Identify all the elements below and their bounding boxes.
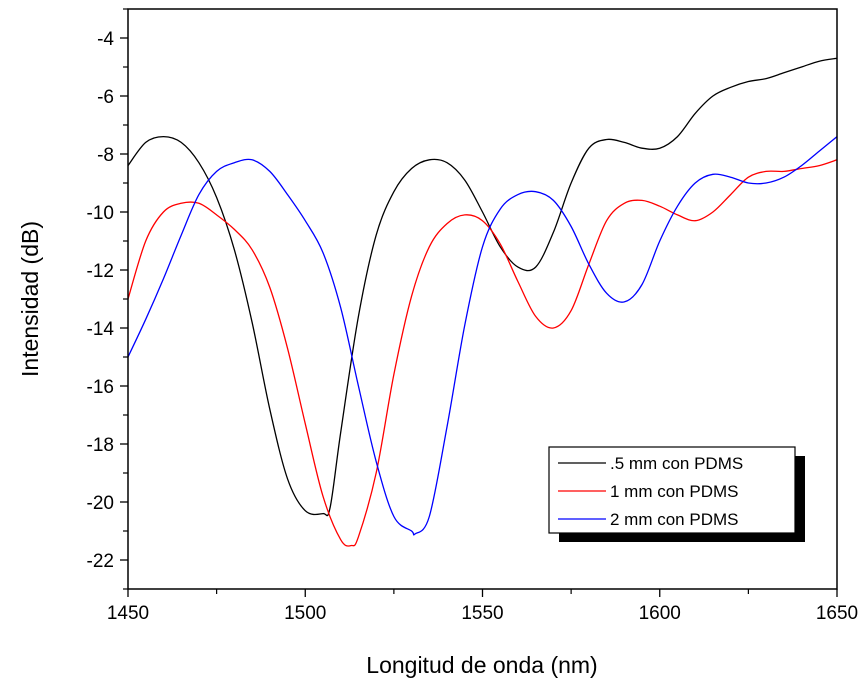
legend-label-2: 2 mm con PDMS: [610, 510, 738, 529]
x-tick-label: 1450: [107, 603, 149, 624]
y-tick-label: -20: [87, 493, 114, 514]
y-tick-label: -14: [87, 319, 115, 340]
legend: .5 mm con PDMS 1 mm con PDMS 2 mm con PDMS: [548, 446, 805, 542]
y-axis-title: Intensidad (dB): [17, 221, 43, 377]
y-tick-label: -22: [87, 551, 114, 572]
series-line-0: [128, 57, 837, 517]
legend-label-0: .5 mm con PDMS: [610, 454, 743, 473]
x-tick-label: 1550: [461, 603, 503, 624]
y-tick-label: -12: [87, 261, 114, 282]
y-tick-label: -8: [97, 145, 114, 166]
series-layer: [128, 57, 837, 547]
x-tick-label: 1600: [639, 603, 681, 624]
y-tick-label: -6: [97, 87, 114, 108]
y-axis: -4 -6 -8 -10 -12 -14 -16 -18 -20 -22: [87, 8, 128, 590]
x-tick-label: 1500: [284, 603, 326, 624]
y-tick-label: -18: [87, 435, 114, 456]
series-line-2: [128, 136, 837, 536]
x-axis-title: Longitud de onda (nm): [366, 652, 597, 678]
series-line-1: [128, 159, 837, 547]
y-tick-label: -16: [87, 377, 114, 398]
x-axis: 1450 1500 1550 1600 1650: [107, 589, 858, 624]
x-tick-label: 1650: [816, 603, 858, 624]
legend-label-1: 1 mm con PDMS: [610, 482, 738, 501]
y-tick-label: -4: [97, 29, 114, 50]
y-tick-label: -10: [87, 203, 114, 224]
